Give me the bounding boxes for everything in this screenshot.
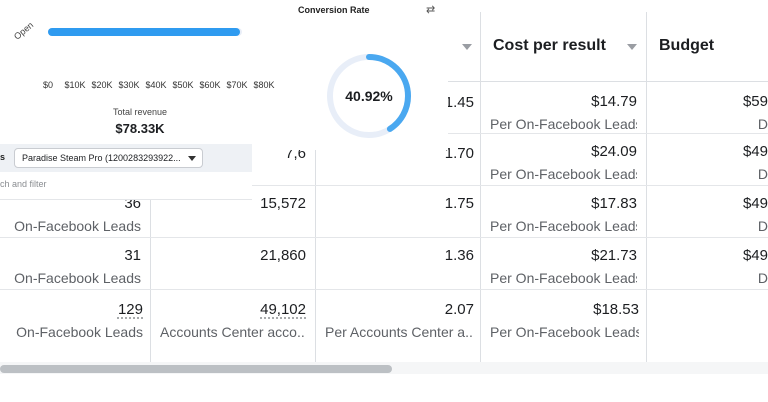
column-divider: [480, 12, 481, 362]
filter-label: s: [0, 152, 6, 162]
header-label: Cost per result: [493, 37, 606, 54]
cell-budget: $59 D: [742, 93, 768, 132]
cell-results: 31 On-Facebook Leads: [14, 247, 141, 286]
cell-metric: 1.75: [444, 195, 474, 212]
donut-arc: [327, 54, 411, 138]
cell-cost-per-result: $21.73 Per On-Facebook Leads: [490, 247, 637, 286]
conversion-rate-title: Conversion Rate: [298, 5, 370, 15]
dashboard-overlay: Open $0 $10K $20K $30K $40K $50K $60K $70K $80K …: [0, 0, 448, 200]
x-tick-label: $80K: [253, 80, 275, 90]
revenue-bar: [48, 28, 241, 36]
total-revenue-value: $78.33K: [115, 121, 165, 136]
sort-caret-icon[interactable]: [462, 44, 472, 50]
total-reach: 49,102 Accounts Center acco...: [160, 301, 306, 340]
x-tick-label: $70K: [226, 80, 248, 90]
swap-arrows-icon[interactable]: ⇄: [426, 4, 436, 16]
cell-cost-per-result: $17.83 Per On-Facebook Leads: [490, 195, 637, 234]
x-axis-ticks: $0 $10K $20K $30K $40K $50K $60K $70K $80K: [43, 80, 275, 92]
conversion-donut: [327, 54, 411, 138]
campaign-select[interactable]: Paradise Steam Pro (1200283293922...: [14, 148, 203, 168]
cell-metric: 1.70: [444, 145, 474, 162]
column-divider: [646, 12, 647, 362]
total-revenue-label: Total revenue: [112, 107, 168, 117]
cell-cost-per-result: $24.09 Per On-Facebook Leads: [490, 143, 637, 182]
cell-reach: 15,572: [260, 195, 306, 212]
x-tick-label: $0: [42, 80, 54, 90]
x-tick-label: $60K: [199, 80, 221, 90]
cell-budget: $49 D: [742, 195, 768, 234]
revenue-chart-card: Open $0 $10K $20K $30K $40K $50K $60K $70K $80K …: [0, 0, 280, 145]
campaign-filter-bar: s Paradise Steam Pro (1200283293922... c…: [0, 144, 252, 200]
x-tick-label: $40K: [145, 80, 167, 90]
total-cost-per-result: $18.53 Per On-Facebook Leads: [490, 301, 639, 340]
cell-metric: 1.45: [444, 94, 474, 111]
cell-budget: $49 D: [742, 247, 768, 286]
ads-results-table: Cost per result Budget 1.45 $14.79 Per On…: [0, 12, 768, 374]
x-tick-label: $30K: [118, 80, 140, 90]
revenue-bar-track: [48, 28, 242, 36]
x-tick-label: $20K: [91, 80, 113, 90]
cell-cost-per-result: $14.79 Per On-Facebook Leads: [490, 93, 637, 132]
table-row[interactable]: 7,6 1.70 $24.09 Per On-Facebook Leads $49…: [0, 134, 768, 186]
header-budget[interactable]: Budget: [647, 12, 768, 82]
x-tick-label: $10K: [64, 80, 86, 90]
sort-caret-icon[interactable]: [627, 44, 637, 50]
campaign-select-value: Paradise Steam Pro (1200283293922...: [22, 153, 181, 163]
conversion-rate-value: 40.92%: [345, 88, 393, 104]
cell-budget: $49 D: [742, 143, 768, 182]
header-cost-per-result[interactable]: Cost per result: [481, 12, 647, 82]
table-row[interactable]: 31 On-Facebook Leads 21,860 1.36 $21.73 Pe…: [0, 238, 768, 290]
conversion-rate-card: Conversion Rate ⇄ 40.92%: [280, 0, 448, 150]
scrollbar-thumb[interactable]: [0, 365, 392, 373]
filter-toolbar: s Paradise Steam Pro (1200283293922...: [0, 144, 252, 172]
column-divider: [315, 12, 316, 362]
column-divider: [150, 150, 151, 362]
cell-metric: 1.36: [444, 247, 474, 264]
total-metric: 2.07 Per Accounts Center a...: [325, 301, 474, 340]
chevron-down-icon[interactable]: [188, 156, 196, 161]
header-label: Budget: [659, 37, 715, 54]
search-and-filter-input[interactable]: ch and filter: [0, 179, 47, 189]
table-total-row: 129 On-Facebook Leads 49,102 Accounts Cent…: [0, 290, 768, 362]
bar-category-label: Open: [12, 19, 36, 42]
cell-reach: 21,860: [260, 247, 306, 264]
x-tick-label: $50K: [172, 80, 194, 90]
table-row[interactable]: 36 On-Facebook Leads 15,572 1.75 $17.83 Pe…: [0, 186, 768, 238]
total-results: 129 On-Facebook Leads: [16, 301, 143, 340]
